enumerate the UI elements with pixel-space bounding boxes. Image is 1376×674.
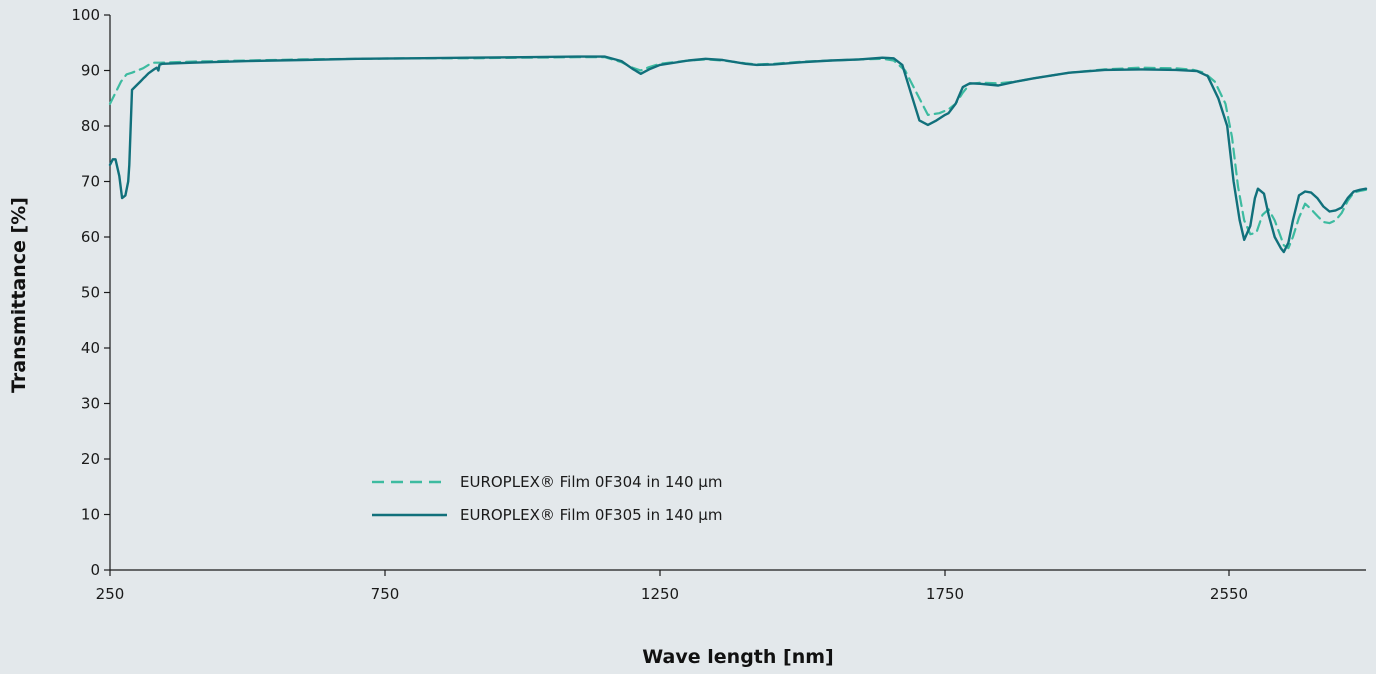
legend: EUROPLEX® Film 0F304 in 140 µm EUROPLEX® … [372,473,722,524]
series-line-of304 [110,57,1366,248]
y-tick-label: 40 [81,339,100,357]
y-tick-label: 80 [81,117,100,135]
x-tick-label: 250 [96,585,125,603]
legend-label: EUROPLEX® Film 0F304 in 140 µm [460,473,722,491]
y-axis-title: Transmittance [%] [8,197,30,393]
y-tick-label: 70 [81,173,100,191]
x-tick-label: 750 [371,585,400,603]
y-tick-label: 60 [81,228,100,246]
x-tick-label: 1250 [641,585,679,603]
series-line-of305 [110,57,1366,252]
y-tick-label: 20 [81,450,100,468]
x-axis-title: Wave length [nm] [642,646,833,668]
y-tick-label: 100 [71,6,100,24]
y-tick-label: 30 [81,395,100,413]
x-tick-label: 1750 [926,585,964,603]
legend-label: EUROPLEX® Film 0F305 in 140 µm [460,506,722,524]
y-tick-label: 90 [81,62,100,80]
y-tick-label: 50 [81,284,100,302]
y-tick-label: 0 [90,561,100,579]
x-tick-label: 2550 [1210,585,1248,603]
y-tick-label: 10 [81,506,100,524]
series-lines [110,57,1366,252]
axis-titles: Wave length [nm] Transmittance [%] [8,197,834,668]
